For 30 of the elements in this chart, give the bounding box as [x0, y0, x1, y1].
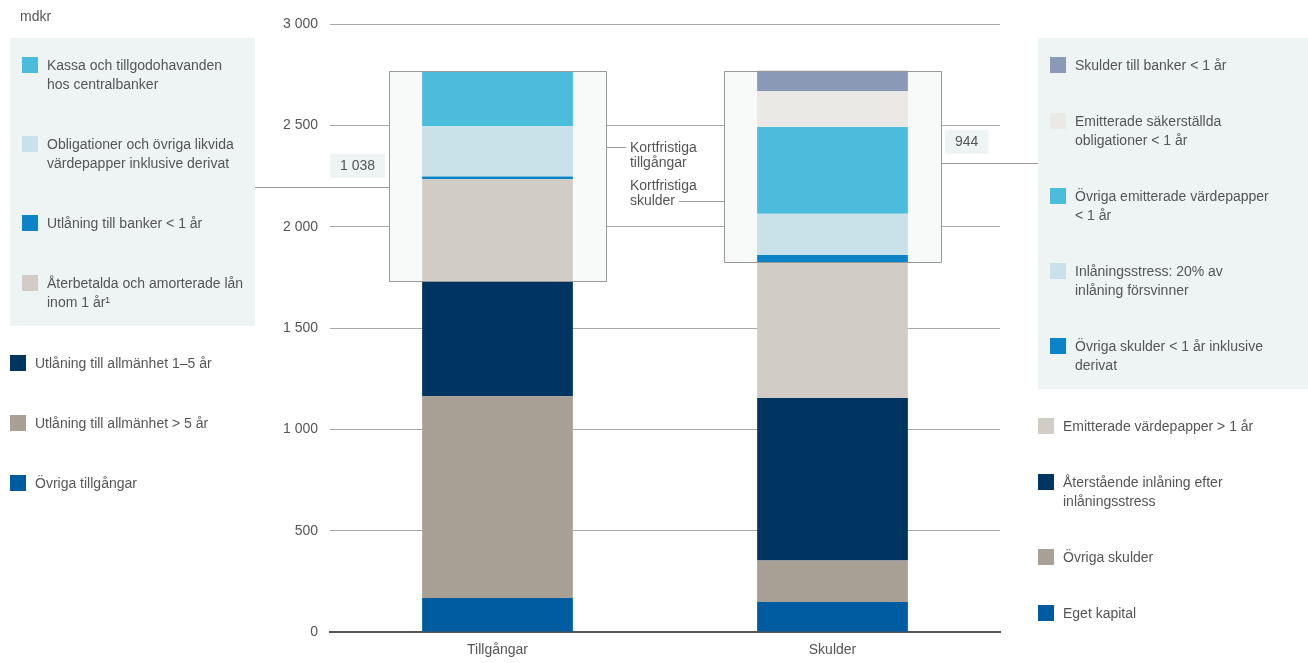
legend-label: Återstående inlåning efter inlåningsstress	[1063, 473, 1224, 511]
legend-label: Övriga skulder	[1063, 548, 1154, 567]
annotation: Kortfristiga tillgångar	[629, 138, 697, 170]
legend-label: Övriga skulder < 1 år inklusive derivat	[1075, 337, 1264, 375]
legend-label: Utlåning till allmänhet > 5 år	[35, 414, 209, 433]
y-tick-label: 1 500	[282, 318, 319, 335]
x-tick-label: Tillgångar	[467, 641, 529, 658]
legend-label: Emitterade säkerställda obligationer < 1 år	[1075, 112, 1223, 150]
legend-label: Utlåning till banker < 1 år	[47, 214, 203, 233]
x-tick-label: Skulder	[808, 641, 857, 658]
legend-label: Övriga tillgångar	[35, 474, 137, 493]
legend-label: Utlåning till allmänhet 1–5 år	[35, 354, 212, 373]
legend-label: Emitterade värdepapper > 1 år	[1063, 417, 1254, 436]
y-tick-label: 1 000	[282, 420, 319, 437]
legend-label: Eget kapital	[1063, 604, 1137, 623]
y-tick-label: 2 000	[282, 217, 319, 234]
legend-label: Skulder till banker < 1 år	[1075, 56, 1227, 75]
y-tick-label: 500	[294, 521, 319, 538]
text: mdkr	[20, 8, 52, 24]
band-label: 1 038	[340, 156, 376, 173]
y-tick-label: 3 000	[282, 14, 319, 31]
legend-label: Återbetalda och amorterade lån inom 1 år¹	[47, 274, 245, 312]
legend-label: Inlåningsstress: 20% av inlåning försvinner	[1075, 262, 1224, 300]
band-label: 944	[954, 132, 979, 149]
y-tick-label: 2 500	[282, 116, 319, 133]
legend-label: Obligationer och övriga likvida värdepapper inklusive derivat	[47, 135, 235, 173]
annotation: Kortfristiga skulder	[629, 176, 697, 208]
y-tick-label: 0	[310, 622, 319, 639]
legend-label: Kassa och tillgodohavanden hos centralbanker	[47, 56, 224, 94]
legend-label: Övriga emitterade värdepapper < 1 år	[1075, 187, 1269, 225]
